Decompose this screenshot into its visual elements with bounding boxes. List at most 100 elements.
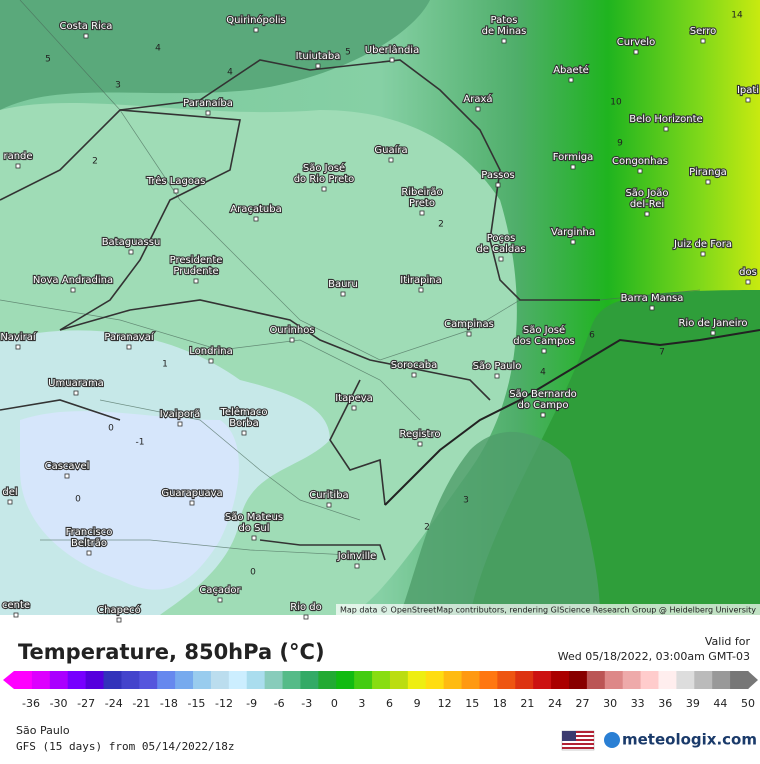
title: Temperature, 850hPa (°C)	[18, 640, 325, 664]
colorbar-label: -3	[301, 697, 312, 710]
city-dot	[73, 390, 79, 396]
city-label: São João	[625, 188, 668, 199]
contour-label: 2	[424, 523, 430, 533]
city-dot	[570, 239, 576, 245]
city-dot	[208, 358, 214, 364]
city-label: São Bernardo	[509, 389, 577, 400]
colorbar-step	[640, 671, 659, 689]
colorbar-step	[14, 671, 33, 689]
city-dot	[637, 168, 643, 174]
colorbar-label: -9	[246, 697, 257, 710]
contour-label: 0	[75, 495, 81, 505]
colorbar-label: 27	[576, 697, 590, 710]
colorbar-step	[551, 671, 570, 689]
contour-label: 7	[659, 348, 665, 358]
colorbar-label: 21	[520, 697, 534, 710]
city-dot	[570, 164, 576, 170]
colorbar-arrow	[3, 671, 14, 689]
colorbar-step	[622, 671, 642, 689]
city-dot	[388, 157, 394, 163]
city-label: Presidente	[170, 255, 223, 266]
city-label: cente	[2, 600, 30, 611]
colorbar-step	[139, 671, 158, 689]
city-dot	[86, 550, 92, 556]
city-dot	[177, 421, 183, 427]
contour-label: 4	[155, 44, 161, 54]
colorbar-label: 36	[658, 697, 672, 710]
city-label: Ipati	[737, 85, 759, 96]
colorbar-step	[461, 671, 480, 689]
city-dot	[217, 597, 223, 603]
city-label: Preto	[409, 198, 435, 209]
colorbar-label: 30	[603, 697, 617, 710]
contour-label: 1	[162, 360, 168, 370]
city-label: Itirapina	[400, 275, 441, 286]
city-dot	[340, 291, 346, 297]
colorbar-label: -27	[77, 697, 95, 710]
colorbar-label: 12	[438, 697, 452, 710]
city-dot	[411, 372, 417, 378]
colorbar-step	[425, 671, 445, 689]
city-label: Barra Mansa	[621, 293, 684, 304]
colorbar-label: -15	[187, 697, 205, 710]
city-label: Itapeva	[335, 393, 373, 404]
city-dot	[705, 179, 711, 185]
city-dot	[15, 163, 21, 169]
city-dot	[289, 337, 295, 343]
city-label: Belo Horizonte	[629, 114, 702, 125]
colorbar-step	[389, 671, 409, 689]
city-dot	[326, 502, 332, 508]
city-dot	[303, 614, 309, 620]
contour-label: 2	[92, 157, 98, 167]
city-label: Araxá	[463, 93, 492, 105]
city-label: Londrina	[189, 346, 233, 357]
colorbar-step	[479, 671, 498, 689]
city-label: Congonhas	[612, 156, 668, 167]
colorbar-step	[712, 671, 731, 689]
city-label: Umuarama	[48, 378, 104, 389]
city-dot	[418, 287, 424, 293]
contour-label: 0	[250, 568, 256, 578]
city-dot	[15, 344, 21, 350]
colorbar-label: -24	[105, 697, 123, 710]
colorbar-label: -30	[50, 697, 68, 710]
colorbar-step	[604, 671, 624, 689]
colorbar-label: 33	[631, 697, 645, 710]
city-dot	[83, 33, 89, 39]
city-label: Quirinópolis	[226, 14, 286, 26]
colorbar-step	[193, 671, 212, 689]
city-label: Cascavel	[45, 461, 90, 472]
colorbar-step	[264, 671, 284, 689]
contour-label: -1	[136, 438, 145, 448]
colorbar-label: 9	[414, 697, 421, 710]
city-label: Campinas	[444, 319, 494, 330]
colorbar-step	[121, 671, 140, 689]
city-label: Uberlândia	[365, 44, 419, 56]
city-dot	[253, 216, 259, 222]
city-dot	[745, 97, 751, 103]
city-label: dos Campos	[513, 336, 574, 347]
city-dot	[389, 57, 395, 63]
colorbar-step	[515, 671, 534, 689]
city-label: Guaíra	[374, 144, 407, 156]
city-dot	[633, 49, 639, 55]
city-label: Bauru	[328, 279, 358, 290]
contour-label: 10	[610, 98, 622, 108]
city-label: Ribeirão	[401, 187, 442, 198]
city-dot	[540, 412, 546, 418]
city-label: de Minas	[482, 26, 527, 37]
contour-label: 4	[540, 368, 546, 378]
city-label: Três Lagoas	[146, 175, 206, 187]
city-label: Borba	[229, 418, 259, 429]
temp-zone	[0, 0, 430, 110]
colorbar-label: -18	[160, 697, 178, 710]
city-dot	[251, 535, 257, 541]
colorbar-step	[175, 671, 194, 689]
city-label: Caçador	[199, 585, 241, 596]
city-label: Poços	[487, 233, 516, 244]
city-label: Curitiba	[309, 490, 348, 501]
city-label: Rio do	[290, 602, 322, 613]
city-dot	[745, 279, 751, 285]
contour-label: 4	[227, 68, 233, 78]
